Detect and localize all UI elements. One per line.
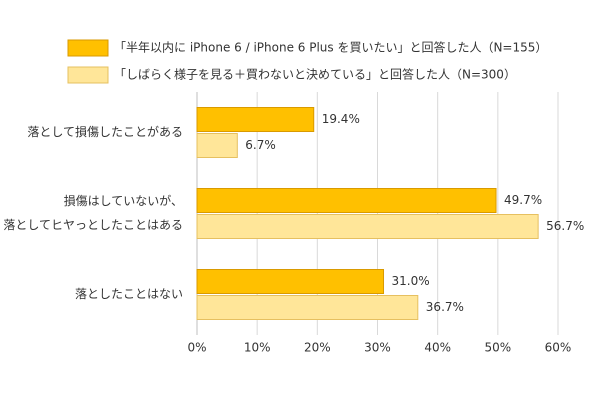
legend-label: 「半年以内に iPhone 6 / iPhone 6 Plus を買いたい」と回… xyxy=(114,40,547,55)
bar xyxy=(196,214,539,239)
x-tick-label: 40% xyxy=(424,341,451,355)
y-tick-label: 損傷はしていないが、 xyxy=(64,193,183,208)
legend-swatch xyxy=(67,39,109,57)
value-label: 31.0% xyxy=(392,274,430,288)
value-label: 19.4% xyxy=(322,112,360,126)
x-tick-label: 50% xyxy=(484,341,511,355)
legend-label: 「しばらく様子を見る＋買わないと決めている」と回答した人（N=300） xyxy=(114,67,516,82)
x-tick-label: 20% xyxy=(304,341,331,355)
y-tick-label: 落としたことはない xyxy=(75,287,183,301)
y-tick-label: 落としてヒヤっとしたことはある xyxy=(3,218,183,232)
x-tick-label: 30% xyxy=(364,341,391,355)
bar xyxy=(196,107,315,132)
value-label: 49.7% xyxy=(504,193,542,207)
bar xyxy=(196,133,238,158)
x-tick-label: 0% xyxy=(187,341,206,355)
value-label: 56.7% xyxy=(546,219,584,233)
legend-swatch xyxy=(67,66,109,84)
value-label: 36.7% xyxy=(426,300,464,314)
bar xyxy=(196,269,385,294)
y-tick-label: 落として損傷したことがある xyxy=(27,124,183,139)
x-tick-label: 10% xyxy=(244,341,271,355)
bar xyxy=(196,295,419,320)
x-tick-label: 60% xyxy=(545,341,572,355)
value-label: 6.7% xyxy=(245,138,275,152)
bar xyxy=(196,188,497,213)
